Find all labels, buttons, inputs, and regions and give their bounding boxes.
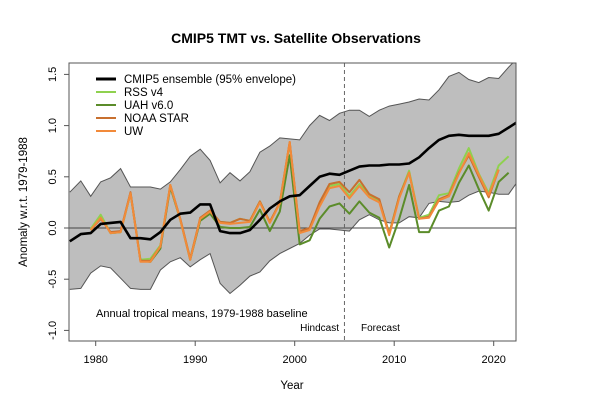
x-tick-label: 1980 <box>83 354 107 366</box>
y-tick-label: 0.0 <box>47 220 59 235</box>
legend-label-noaa: NOAA STAR <box>124 113 189 125</box>
legend-label-ensemble: CMIP5 ensemble (95% envelope) <box>124 74 296 86</box>
legend: CMIP5 ensemble (95% envelope) RSS v4 UAH… <box>96 74 296 138</box>
y-tick-label: 0.5 <box>47 169 59 184</box>
uw-line <box>89 141 500 263</box>
y-tick-label: 1.0 <box>47 118 59 133</box>
x-axis: 1980 1990 2000 2010 2020 <box>69 340 516 366</box>
envelope-upper-edge <box>69 63 514 198</box>
legend-label-uah: UAH v6.0 <box>124 100 173 112</box>
y-axis: -1.0 -0.5 0.0 0.5 1.0 1.5 <box>47 63 70 341</box>
y-tick-label: -0.5 <box>47 270 59 289</box>
ensemble-mean-line <box>69 121 516 243</box>
x-tick-label: 2020 <box>481 354 505 366</box>
uah-line <box>89 154 510 263</box>
x-axis-title: Year <box>280 380 303 392</box>
forecast-label: Forecast <box>361 323 400 334</box>
legend-label-uw: UW <box>124 126 143 138</box>
y-tick-label: 1.5 <box>47 67 59 82</box>
baseline-note: Annual tropical means, 1979-1988 baselin… <box>96 308 308 320</box>
x-tick-label: 2000 <box>282 354 306 366</box>
y-tick-label: -1.0 <box>47 321 59 340</box>
hindcast-label: Hindcast <box>300 323 339 334</box>
legend-label-rss: RSS v4 <box>124 87 164 99</box>
x-tick-label: 1990 <box>183 354 207 366</box>
y-axis-title: Anomaly w.r.t. 1979-1988 <box>18 137 30 267</box>
x-tick-label: 2010 <box>382 354 406 366</box>
envelope-lower-edge <box>69 182 516 295</box>
plot-area <box>69 63 516 341</box>
chart-title: CMIP5 TMT vs. Satellite Observations <box>171 30 421 46</box>
